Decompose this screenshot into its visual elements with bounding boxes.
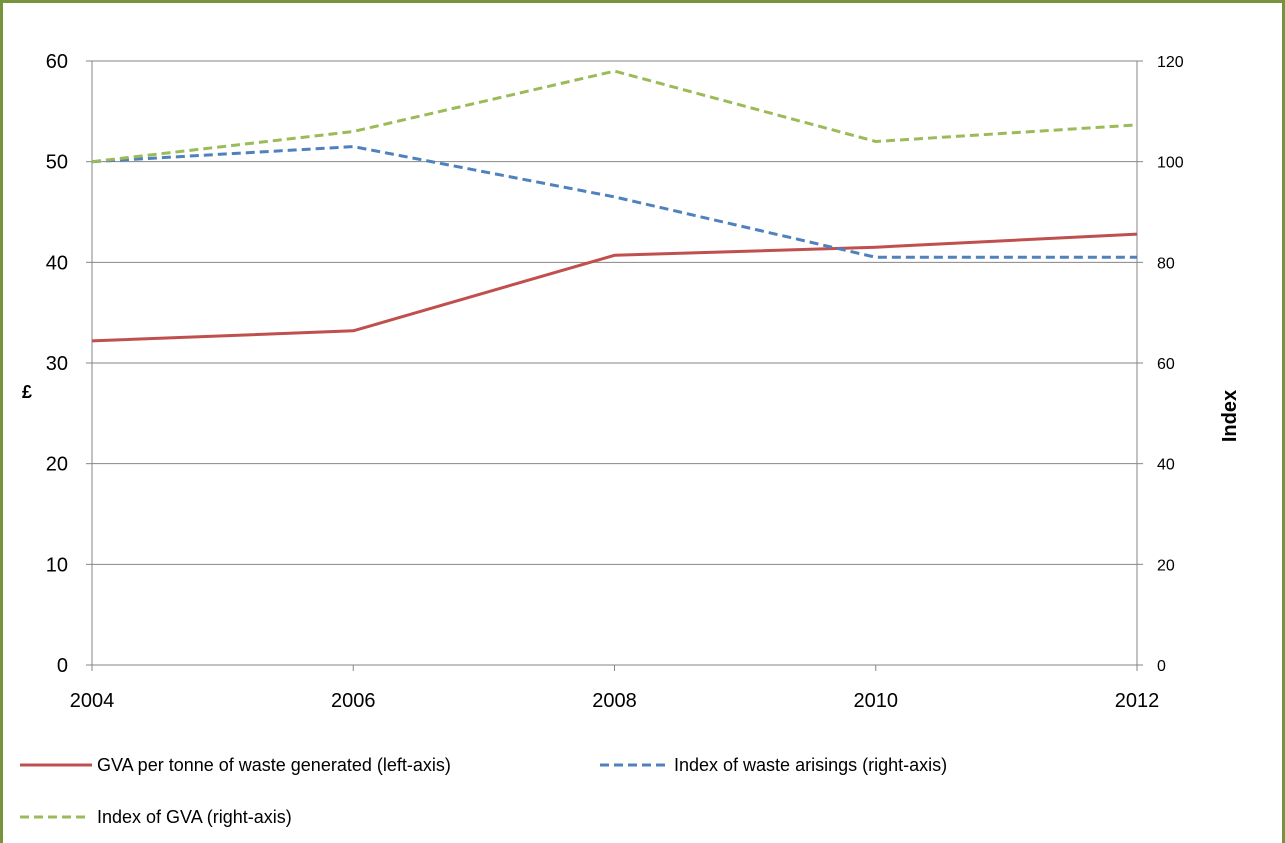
series-line-1 (91, 145, 1137, 259)
legend-label-1: Index of waste arisings (right-axis) (674, 755, 947, 775)
right-tick-label: 120 (1157, 54, 1184, 71)
right-tick-label: 80 (1157, 255, 1175, 272)
series-line-0 (91, 232, 1138, 343)
right-tick-label: 20 (1157, 557, 1175, 574)
right-tick-label: 100 (1157, 155, 1184, 172)
x-tick-label: 2012 (1115, 690, 1160, 712)
legend-label-0: GVA per tonne of waste generated (left-a… (97, 755, 451, 775)
left-tick-label: 30 (46, 353, 68, 375)
x-tick-label: 2004 (70, 690, 115, 712)
left-tick-label: 10 (46, 554, 68, 576)
series-lines (91, 69, 1138, 343)
left-tick-label: 20 (46, 454, 68, 476)
x-tick-label: 2008 (592, 690, 637, 712)
left-axis-title: £ (22, 382, 32, 402)
series-line-2 (91, 69, 1138, 164)
left-axis-tick-labels: 0 10 20 30 40 50 60 (46, 51, 68, 677)
left-tick-label: 60 (46, 51, 68, 73)
left-tick-label: 0 (57, 655, 68, 677)
legend-label-2: Index of GVA (right-axis) (97, 807, 292, 827)
axes (86, 60, 1143, 671)
left-tick-label: 50 (46, 152, 68, 174)
left-tick-label: 40 (46, 252, 68, 274)
x-tick-label: 2010 (854, 690, 899, 712)
right-axis-title: Index (1219, 390, 1241, 442)
right-tick-label: 60 (1157, 356, 1175, 373)
x-tick-label: 2006 (331, 690, 376, 712)
gridlines (92, 60, 1137, 565)
right-tick-label: 40 (1157, 457, 1175, 474)
x-axis-tick-labels: 2004 2006 2008 2010 2012 (70, 690, 1160, 712)
right-axis-tick-labels: 0 20 40 60 80 100 120 (1157, 54, 1184, 675)
legend: GVA per tonne of waste generated (left-a… (20, 755, 947, 827)
right-tick-label: 0 (1157, 658, 1166, 675)
